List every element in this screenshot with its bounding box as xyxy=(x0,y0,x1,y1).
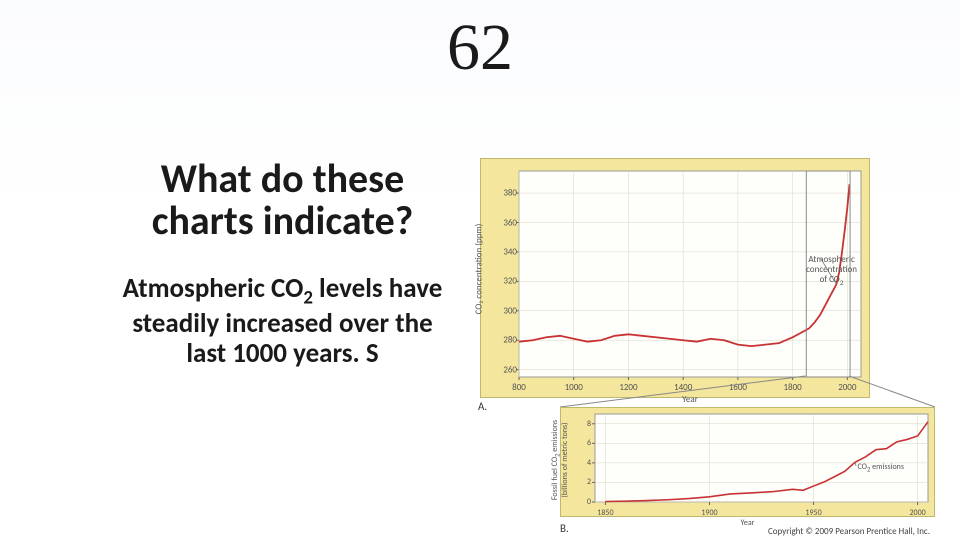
chart-a-annotation: Atmosphericconcentrationof CO2 xyxy=(806,255,857,288)
slide-number: 62 xyxy=(0,10,960,86)
slide: 62 What do these charts indicate? Atmosp… xyxy=(0,0,960,540)
chart-b-xticks: 1850190019502000 xyxy=(561,504,934,518)
chart-a-letter: A. xyxy=(478,400,487,413)
copyright-text: Copyright © 2009 Pearson Prentice Hall, … xyxy=(768,526,930,537)
text-column: What do these charts indicate? Atmospher… xyxy=(115,158,450,369)
chart-a-xticks: 800100012001400160018002000Year xyxy=(481,377,869,397)
chart-b: Fossil fuel CO2 emissions(billions of me… xyxy=(560,407,935,517)
chart-b-letter: B. xyxy=(560,522,569,535)
answer-part1: Atmospheric CO xyxy=(123,272,304,305)
question-text: What do these charts indicate? xyxy=(115,158,450,242)
answer-text: Atmospheric CO2 levels have steadily inc… xyxy=(115,274,450,369)
chart-b-annotation: CO2 emissions xyxy=(857,462,904,474)
chart-a: CO₂ concentration (ppm) 2602803003203403… xyxy=(480,158,870,398)
